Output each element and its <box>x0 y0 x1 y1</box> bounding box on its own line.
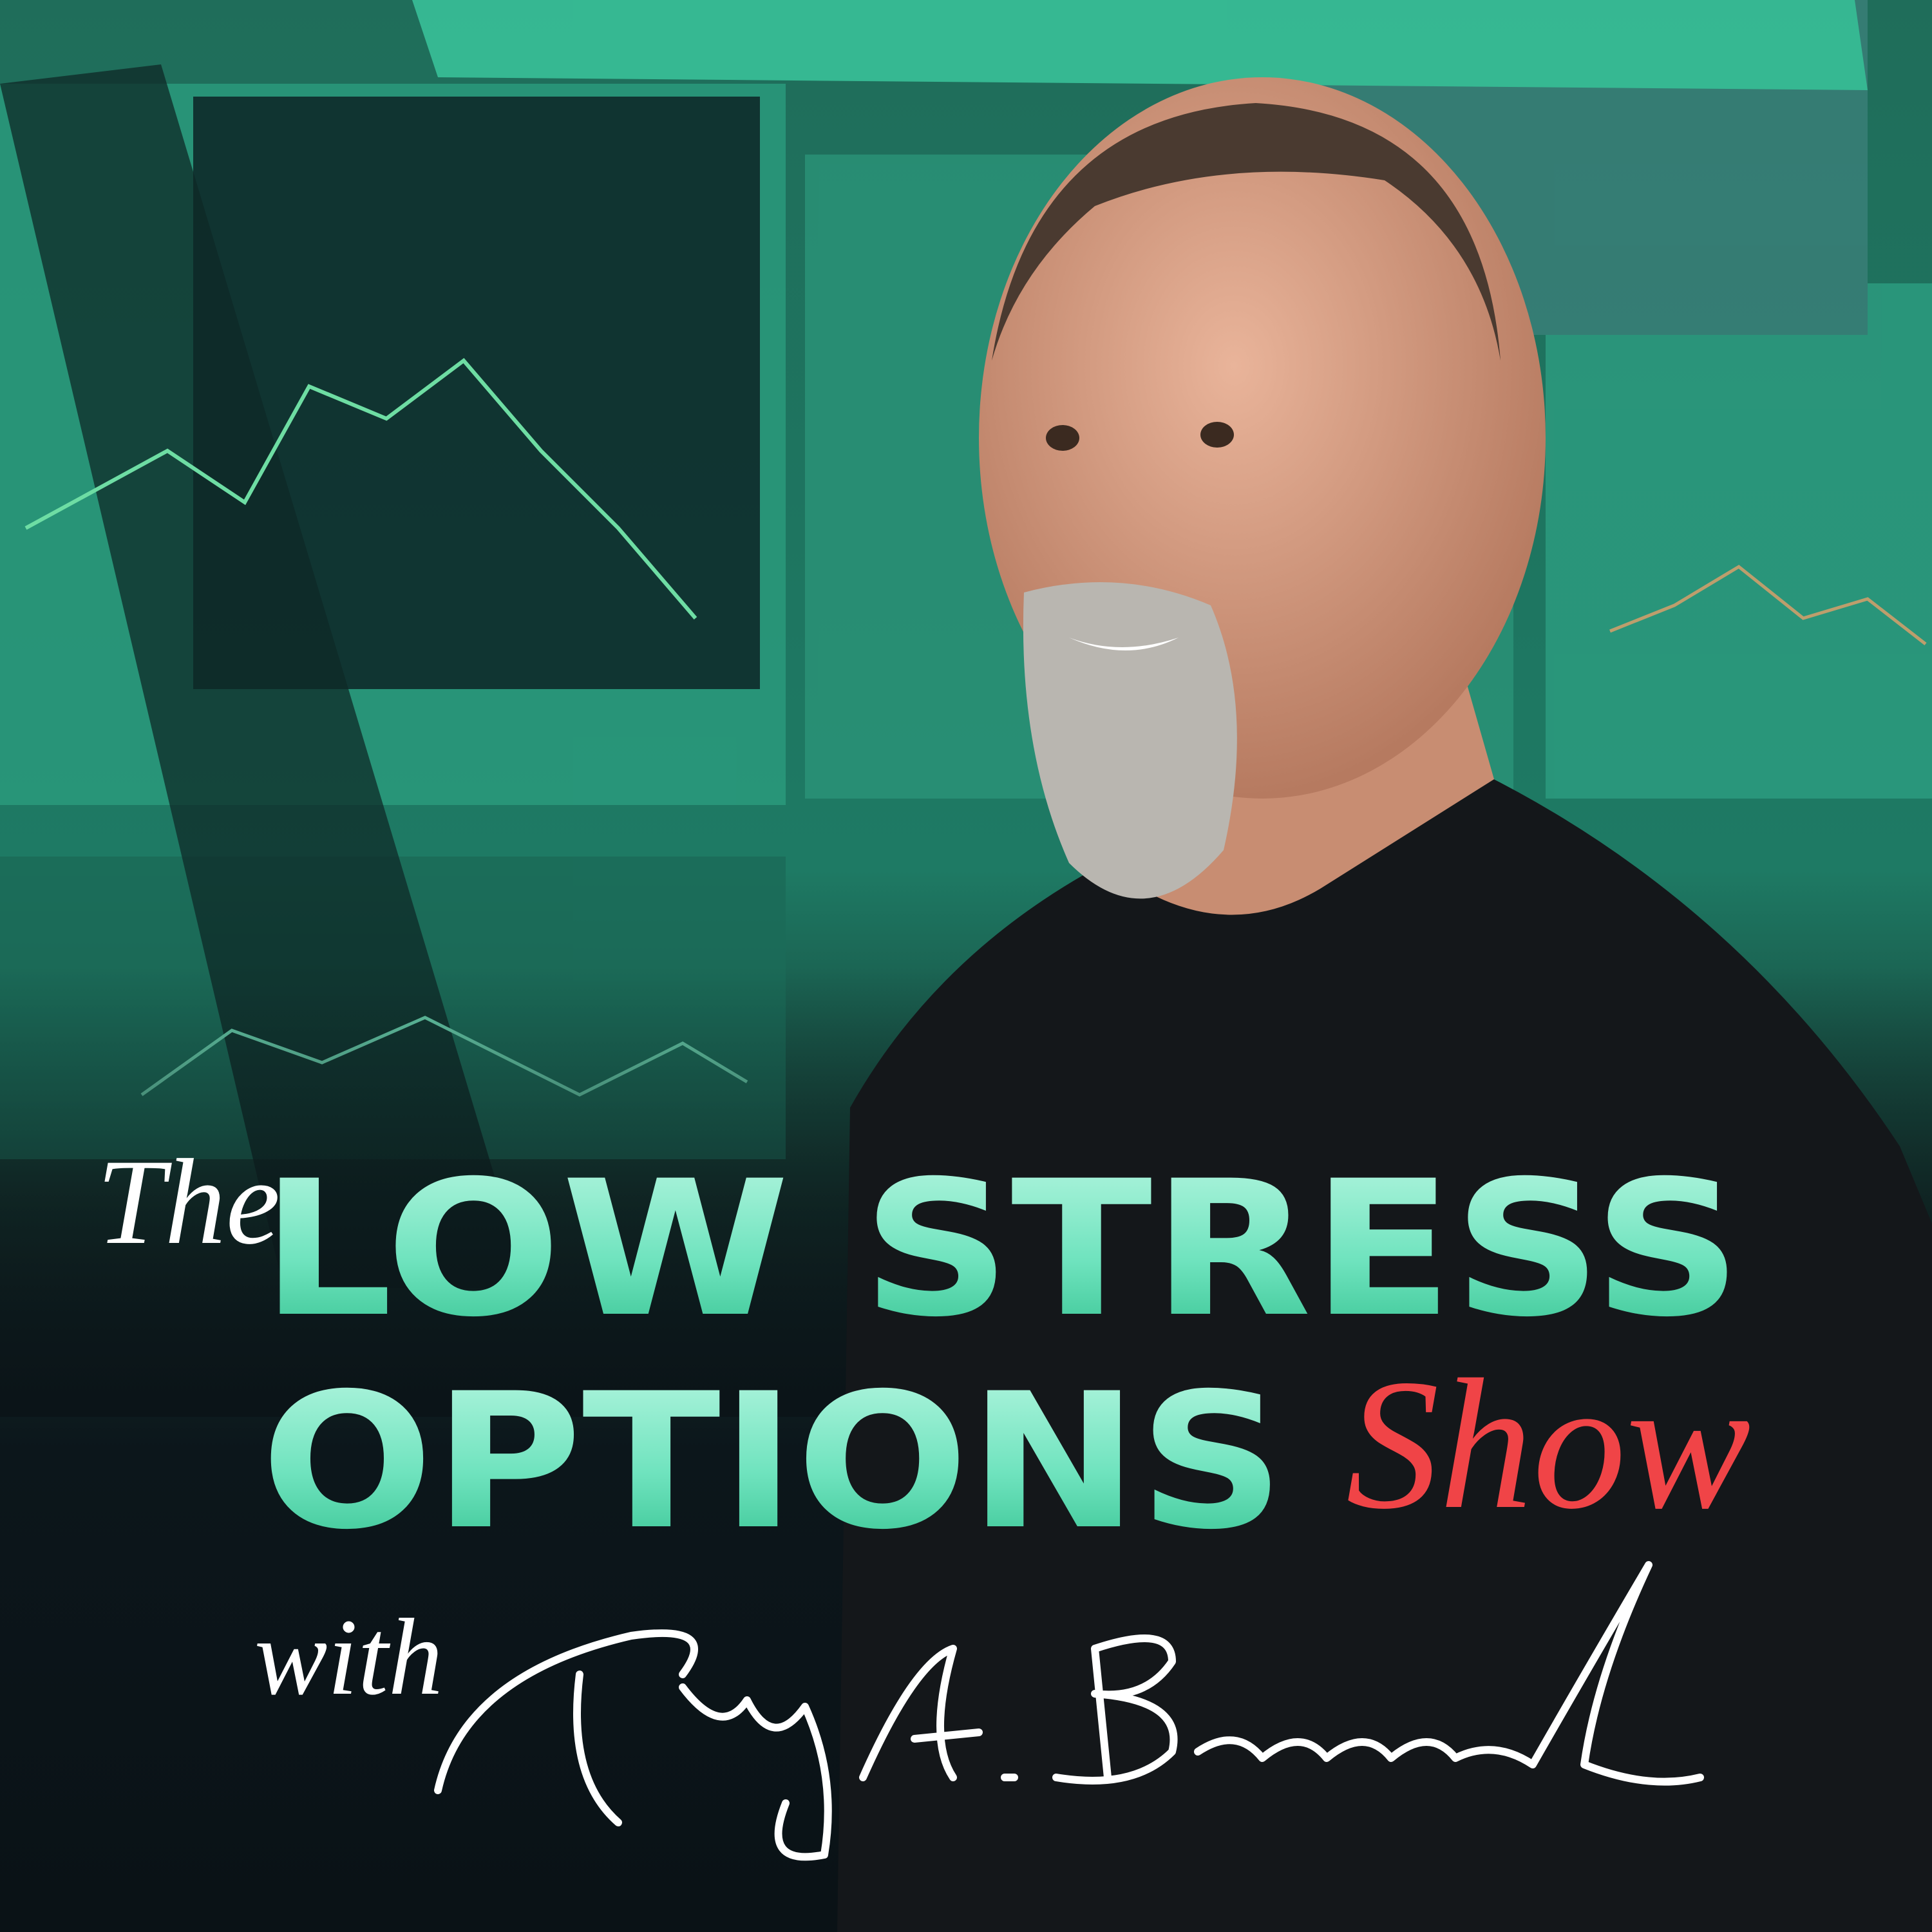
chart-line <box>1609 564 1927 645</box>
with-label: with <box>254 1596 443 1718</box>
accent-band <box>412 0 1868 90</box>
eye <box>1200 422 1234 448</box>
title-suffix: Show <box>1346 1341 1752 1548</box>
title-line1: LOW STRESS <box>261 1141 1742 1358</box>
hair <box>992 103 1501 361</box>
monitor <box>1546 283 1932 799</box>
teeth <box>1069 638 1179 650</box>
signature <box>434 1561 1704 1861</box>
chart-line <box>24 357 697 620</box>
title-line2: OPTIONS <box>261 1354 1285 1571</box>
eye <box>1046 425 1079 451</box>
title-prefix: The <box>97 1135 280 1270</box>
beard <box>1023 582 1237 899</box>
